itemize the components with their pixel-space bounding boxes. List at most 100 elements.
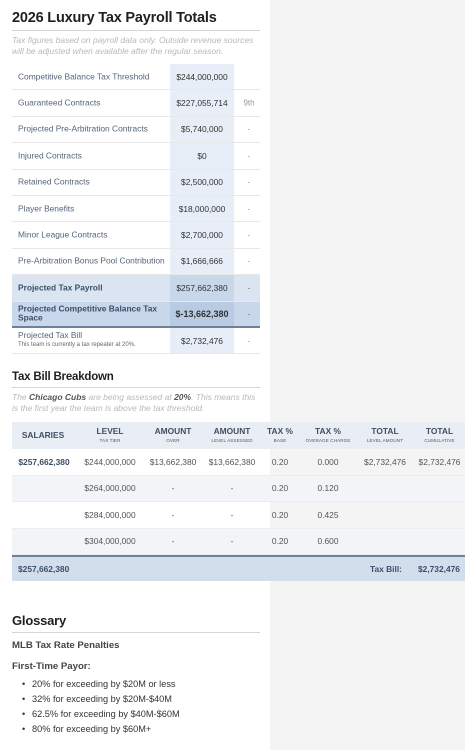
payroll-row-cbt-space: Projected Competitive Balance Tax Space …: [12, 301, 260, 328]
cell-total-level: $2,732,476: [364, 456, 406, 467]
cell-tax-overage: 0.000: [317, 456, 339, 467]
header-label: LEVEL: [96, 426, 124, 436]
row-label: Projected Pre-Arbitration Contracts: [18, 123, 148, 134]
row-label: Minor League Contracts: [18, 229, 108, 240]
cell-amount-over: -: [171, 483, 175, 494]
header-sub: CUMULATIVE: [424, 438, 455, 443]
row-rank: -: [247, 230, 251, 240]
breakdown-row: $304,000,000 - - 0.20 0.600: [12, 528, 465, 555]
row-label: Projected Tax Payroll: [18, 282, 103, 293]
row-value: $2,500,000: [170, 169, 234, 195]
payroll-row-injured: Injured Contracts $0 -: [12, 143, 260, 170]
row-value: $257,662,380: [170, 275, 234, 301]
header-tax-base: TAX % BASE: [262, 427, 298, 445]
row-rank: -: [247, 283, 251, 293]
team-name: Chicago Cubs: [29, 392, 87, 402]
header-label: TOTAL: [425, 426, 454, 436]
row-label: Player Benefits: [18, 202, 75, 213]
payroll-row-benefits: Player Benefits $18,000,000 -: [12, 195, 260, 223]
cell-tax-overage: 0.120: [317, 483, 339, 494]
header-label: SALARIES: [21, 430, 65, 440]
cell-tax-base: 0.20: [271, 536, 289, 547]
payroll-row-minor-league: Minor League Contracts $2,700,000 -: [12, 222, 260, 249]
tax-bill-label: Projected Tax Bill: [18, 329, 83, 340]
cell-amount-assessed: -: [230, 536, 234, 547]
row-value: $2,700,000: [170, 222, 234, 248]
header-sub: OVERAGE CHARGE: [305, 438, 351, 443]
note-text: The: [12, 392, 30, 402]
footer-value: $2,732,476: [418, 564, 460, 574]
row-value: $1,666,666: [170, 248, 234, 275]
row-value: $2,732,476: [170, 327, 234, 354]
breakdown-footer: $257,662,380 Tax Bill: $2,732,476: [12, 555, 465, 581]
payroll-table: Competitive Balance Tax Threshold $244,0…: [12, 64, 260, 355]
cell-level: $304,000,000: [84, 536, 136, 547]
payroll-row-tax-bill: Projected Tax Bill This team is currentl…: [12, 327, 260, 355]
row-label: Competitive Balance Tax Threshold: [18, 70, 150, 81]
header-tax-overage: TAX % OVERAGE CHARGE: [302, 427, 354, 445]
header-label: TAX %: [267, 426, 293, 436]
list-item: 62.5% for exceeding by $40M-$60M: [22, 707, 180, 722]
breakdown-note: The Chicago Cubs are being assessed at 2…: [12, 392, 260, 414]
row-rank: -: [247, 151, 251, 161]
cell-level: $244,000,000: [84, 456, 136, 467]
header-sub: LEVEL ASSESSED: [211, 438, 253, 443]
payroll-row-pre-arb: Projected Pre-Arbitration Contracts $5,7…: [12, 116, 260, 144]
title-divider: [12, 30, 260, 31]
row-rank: -: [247, 256, 251, 266]
breakdown-row: $264,000,000 - - 0.20 0.120: [12, 475, 465, 502]
glossary-divider: [12, 632, 260, 633]
row-label: Guaranteed Contracts: [18, 97, 101, 108]
tax-bill-sub: This team is currently a tax repeater at…: [18, 342, 136, 349]
cell-tax-overage: 0.425: [317, 509, 339, 520]
breakdown-row: $284,000,000 - - 0.20 0.425: [12, 502, 465, 529]
glossary-title: Glossary: [12, 613, 67, 628]
row-rank: -: [247, 336, 251, 346]
payroll-row-guaranteed: Guaranteed Contracts $227,055,714 9th: [12, 90, 260, 117]
row-label: Retained Contracts: [18, 176, 90, 187]
cell-amount-over: $13,662,380: [149, 456, 197, 467]
cell-salary: $257,662,380: [18, 456, 70, 467]
row-rank: -: [247, 309, 251, 319]
header-level: LEVEL TAX TIER: [80, 427, 140, 445]
payroll-note: Tax figures based on payroll data only. …: [12, 35, 254, 56]
footer-salary: $257,662,380: [18, 564, 70, 574]
cell-tax-base: 0.20: [271, 509, 289, 520]
header-total-cumulative: TOTAL CUMULATIVE: [414, 427, 465, 445]
header-amount-assessed: AMOUNT LEVEL ASSESSED: [204, 427, 260, 445]
row-value: $18,000,000: [170, 195, 234, 222]
row-label: Pre-Arbitration Bonus Pool Contribution: [18, 255, 165, 266]
payroll-row-retained: Retained Contracts $2,500,000 -: [12, 169, 260, 196]
header-sub: LEVEL AMOUNT: [366, 438, 404, 443]
header-label: TOTAL: [371, 426, 399, 436]
breakdown-table: SALARIES LEVEL TAX TIER AMOUNT OVER AMOUNT…: [12, 422, 465, 581]
cell-amount-assessed: -: [230, 509, 234, 520]
row-rank: -: [247, 204, 251, 214]
header-sub: OVER: [166, 438, 180, 443]
glossary-list: 20% for exceeding by $20M or less 32% fo…: [22, 677, 180, 737]
glossary-subtitle: MLB Tax Rate Penalties: [12, 640, 120, 651]
cell-tax-base: 0.20: [271, 456, 289, 467]
header-label: TAX %: [315, 426, 341, 436]
cell-amount-assessed: -: [230, 483, 234, 494]
row-value: $5,740,000: [170, 116, 234, 143]
header-label: AMOUNT: [213, 426, 251, 436]
header-sub: BASE: [273, 438, 287, 443]
row-rank: 9th: [243, 98, 255, 108]
payroll-row-bonus-pool: Pre-Arbitration Bonus Pool Contribution …: [12, 248, 260, 276]
cell-amount-over: -: [171, 509, 175, 520]
cell-amount-assessed: $13,662,380: [208, 456, 256, 467]
cell-tax-overage: 0.600: [317, 536, 339, 547]
header-total-level: TOTAL LEVEL AMOUNT: [358, 427, 412, 445]
cell-total-cumulative: $2,732,476: [418, 456, 461, 467]
breakdown-row: $257,662,380 $244,000,000 $13,662,380 $1…: [12, 449, 465, 476]
row-label: Projected Competitive Balance Tax Space: [18, 303, 158, 323]
row-label: Projected Tax Bill This team is currentl…: [18, 329, 168, 351]
row-value: $-13,662,380: [170, 301, 234, 326]
list-item: 32% for exceeding by $20M-$40M: [22, 692, 180, 707]
row-value: $227,055,714: [170, 90, 234, 116]
note-text: . This means this is the first year the …: [12, 392, 256, 413]
row-rank: -: [247, 177, 251, 187]
cell-amount-over: -: [171, 536, 175, 547]
cell-tax-base: 0.20: [271, 483, 289, 494]
